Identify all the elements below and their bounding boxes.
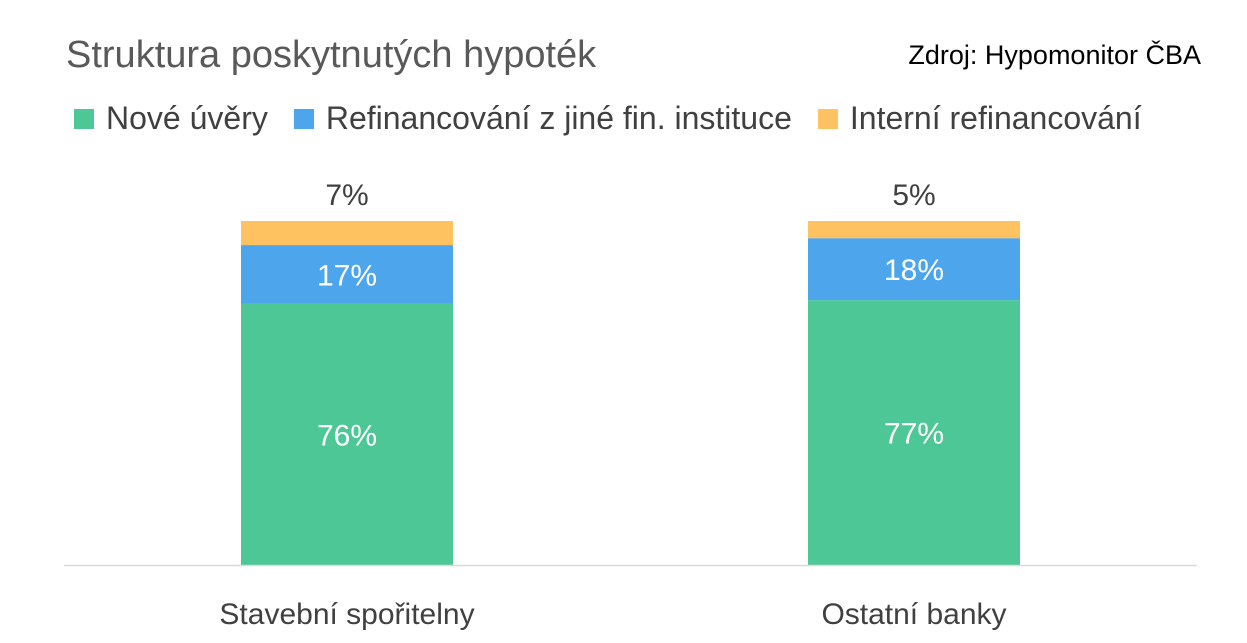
legend-swatch-refinancovani-jine xyxy=(293,108,314,129)
bar-stavebni-sporitelny-interni-refinancovani xyxy=(241,221,453,246)
legend-label-refinancovani-jine: Refinancování z jiné fin. instituce xyxy=(325,100,792,136)
data-label-stavebni-sporitelny-refinancovani-z-jine-fin-instituce: 17% xyxy=(317,259,377,292)
legend-item-refinancovani-jine: Refinancování z jiné fin. instituce xyxy=(293,100,792,137)
chart-source: Zdroj: Hypomonitor ČBA xyxy=(908,40,1201,70)
category-label-stavebni-sporitelny: Stavební spořitelny xyxy=(219,598,474,631)
legend-label-nove-uvery: Nové úvěry xyxy=(106,100,268,136)
legend-item-nove-uvery: Nové úvěry xyxy=(74,100,268,137)
chart-legend: Nové úvěry Refinancování z jiné fin. ins… xyxy=(74,100,1142,137)
bar-ostatni-banky-interni-refinancovani xyxy=(808,221,1020,239)
data-label-stavebni-sporitelny-interni-refinancovani: 7% xyxy=(325,179,368,212)
data-label-ostatni-banky-refinancovani-z-jine-fin-instituce: 18% xyxy=(884,254,944,287)
bar-ostatni-banky-nove-uvery xyxy=(808,300,1020,565)
bar-stavebni-sporitelny-nove-uvery xyxy=(241,303,453,565)
legend-label-interni-refinancovani: Interní refinancování xyxy=(849,100,1142,136)
legend-item-interni-refinancovani: Interní refinancování xyxy=(817,100,1142,137)
legend-swatch-nove-uvery xyxy=(74,108,94,129)
bar-ostatni-banky-refinancovani-z-jine-fin-instituce xyxy=(808,238,1020,301)
data-label-ostatni-banky-nove-uvery: 77% xyxy=(884,418,944,451)
legend-swatch-interni-refinancovani xyxy=(817,108,838,129)
category-label-ostatni-banky: Ostatní banky xyxy=(821,598,1006,631)
data-label-ostatni-banky-interni-refinancovani: 5% xyxy=(892,179,935,212)
data-label-stavebni-sporitelny-nove-uvery: 76% xyxy=(317,419,377,452)
chart-title: Struktura poskytnutých hypoték xyxy=(66,34,597,76)
bar-stavebni-sporitelny-refinancovani-z-jine-fin-instituce xyxy=(241,245,453,304)
